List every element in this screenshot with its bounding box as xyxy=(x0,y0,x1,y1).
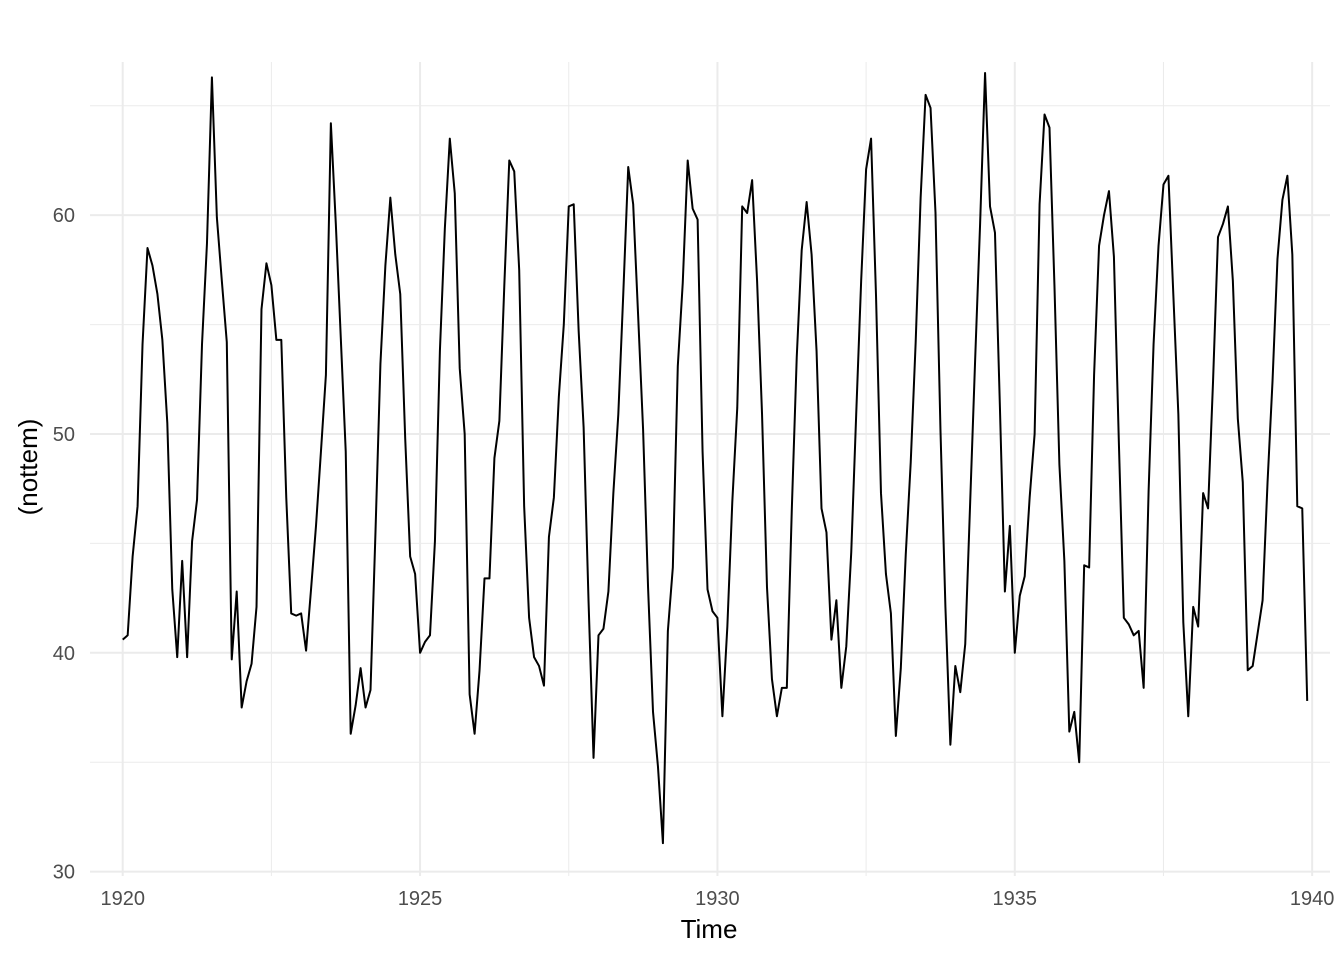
y-axis-title: (nottem) xyxy=(13,419,43,516)
x-tick-label: 1940 xyxy=(1290,888,1335,910)
major-gridlines xyxy=(90,62,1330,876)
y-tick-label: 50 xyxy=(53,424,75,446)
x-tick-label: 1935 xyxy=(993,888,1038,910)
y-tick-label: 30 xyxy=(53,862,75,884)
series-line xyxy=(122,71,1309,845)
x-axis-tick-labels: 1920 1925 1930 1935 1940 xyxy=(100,888,1334,910)
x-tick-label: 1925 xyxy=(398,888,443,910)
x-tick-label: 1920 xyxy=(100,888,145,910)
y-axis-tick-labels: 30 40 50 60 xyxy=(53,205,75,883)
y-tick-label: 40 xyxy=(53,643,75,665)
x-tick-label: 1930 xyxy=(695,888,740,910)
x-axis-title: Time xyxy=(681,914,738,944)
y-tick-label: 60 xyxy=(53,205,75,227)
minor-gridlines xyxy=(90,62,1330,876)
